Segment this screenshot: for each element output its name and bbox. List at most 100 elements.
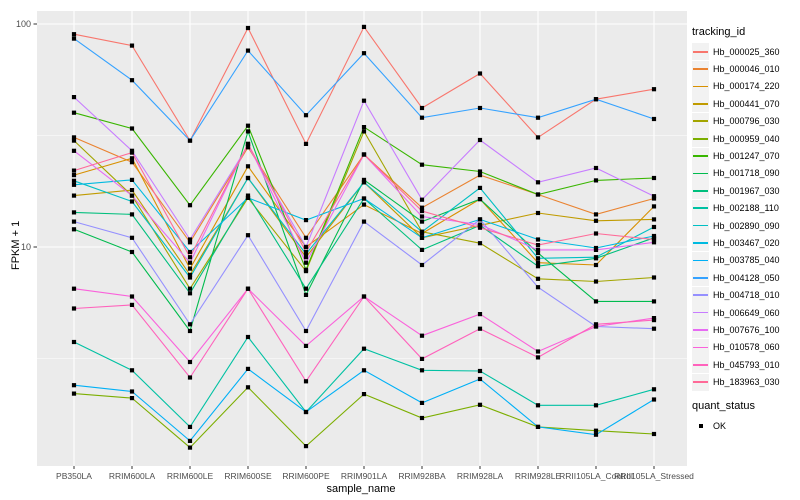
data-point — [651, 224, 657, 230]
data-point — [593, 165, 599, 171]
data-point — [71, 391, 77, 396]
legend-entry-label: Hb_001247_070 — [713, 151, 780, 162]
data-point — [593, 231, 599, 236]
data-point — [303, 343, 309, 348]
data-point — [187, 445, 193, 450]
legend-entry-Hb_006649_060: Hb_006649_060 — [692, 304, 780, 322]
legend-entry-label: Hb_004718_010 — [713, 290, 780, 301]
data-point — [361, 129, 367, 134]
data-point — [477, 169, 483, 174]
x-tick-label: RRIM928BA — [398, 471, 446, 481]
data-point — [593, 432, 599, 437]
data-point — [477, 105, 483, 111]
data-point — [651, 387, 657, 392]
data-point — [419, 333, 425, 338]
data-point — [593, 212, 599, 217]
legend-key-line-icon — [692, 182, 709, 200]
legend-title-tracking-id: tracking_id — [692, 26, 746, 38]
legend-tracking-entries: Hb_000025_360 Hb_000046_010 Hb_000174_220 H… — [692, 43, 780, 391]
data-point — [129, 389, 135, 394]
legend-entry-Hb_004718_010: Hb_004718_010 — [692, 286, 780, 304]
data-point — [129, 150, 135, 155]
data-point — [535, 260, 541, 265]
data-point — [651, 87, 657, 92]
data-point — [245, 195, 251, 200]
legend-entry-label: Hb_000046_010 — [713, 64, 780, 75]
data-point — [651, 397, 657, 402]
data-point — [129, 302, 135, 307]
data-point — [419, 115, 425, 120]
legend-entry-label: Hb_000025_360 — [713, 46, 780, 57]
legend-entry-label: Hb_000796_030 — [713, 116, 780, 127]
data-point — [303, 244, 309, 250]
data-point — [187, 255, 193, 260]
data-point — [71, 227, 77, 232]
data-point — [187, 260, 193, 265]
legend-key-line-icon — [692, 269, 709, 287]
data-point — [303, 267, 309, 272]
data-point — [303, 260, 309, 265]
data-point — [419, 205, 425, 210]
legend-key-line-icon — [692, 43, 709, 61]
x-axis-title: sample_name — [326, 483, 396, 495]
legend-entry-label: Hb_000174_220 — [713, 81, 780, 92]
data-point — [477, 241, 483, 246]
data-point — [245, 123, 251, 128]
x-tick-label: RRIM928LE — [515, 471, 562, 481]
data-point — [593, 428, 599, 433]
x-tick-label: RRIM600PE — [282, 471, 330, 481]
legend-entry-Hb_004128_050: Hb_004128_050 — [692, 269, 780, 287]
data-point — [651, 196, 657, 201]
data-point — [651, 217, 657, 222]
data-point — [245, 286, 251, 291]
x-tick-label: RRIM928LA — [457, 471, 504, 481]
plot-panel — [37, 11, 687, 466]
data-point — [187, 249, 193, 255]
legend-entry-Hb_000959_040: Hb_000959_040 — [692, 130, 780, 148]
data-point — [71, 383, 77, 388]
legend-key-line-icon — [692, 60, 709, 78]
legend: tracking_id Hb_000025_360 Hb_000046_010 Hb… — [692, 26, 780, 434]
data-point — [651, 318, 657, 323]
data-point — [419, 400, 425, 405]
legend-key-line-icon — [692, 77, 709, 95]
legend-entry-label: Hb_006649_060 — [713, 307, 780, 318]
data-point — [245, 164, 251, 169]
legend-key-line-icon — [692, 356, 709, 374]
data-point — [477, 197, 483, 202]
data-point — [303, 113, 309, 118]
y-tick-label: 10 — [21, 242, 31, 252]
data-point — [129, 396, 135, 401]
data-point — [593, 279, 599, 284]
data-point — [477, 173, 483, 178]
legend-key-line-icon — [692, 112, 709, 130]
data-point — [651, 240, 657, 245]
data-point — [477, 137, 483, 143]
data-point — [187, 286, 193, 291]
data-point — [361, 98, 367, 103]
data-point — [303, 292, 309, 297]
legend-key-line-icon — [692, 95, 709, 113]
data-point — [303, 218, 309, 223]
data-point — [303, 235, 309, 240]
data-point — [245, 48, 251, 53]
data-point — [419, 247, 425, 252]
legend-entry-label: Hb_003467_020 — [713, 237, 780, 248]
legend-entry-Hb_001718_090: Hb_001718_090 — [692, 164, 780, 182]
data-point — [361, 202, 367, 207]
data-point — [477, 71, 483, 76]
data-point — [535, 135, 541, 140]
legend-entry-Hb_001967_030: Hb_001967_030 — [692, 182, 780, 200]
legend-key-line-icon — [692, 217, 709, 235]
data-point — [71, 168, 77, 173]
data-point — [361, 392, 367, 397]
data-point — [71, 306, 77, 311]
data-point — [187, 138, 193, 143]
data-point — [71, 182, 77, 187]
data-point — [71, 36, 77, 41]
data-point — [129, 177, 135, 182]
data-point — [361, 368, 367, 373]
data-point — [245, 175, 251, 181]
data-point — [477, 222, 483, 227]
legend-entry-label: Hb_001718_090 — [713, 168, 780, 179]
